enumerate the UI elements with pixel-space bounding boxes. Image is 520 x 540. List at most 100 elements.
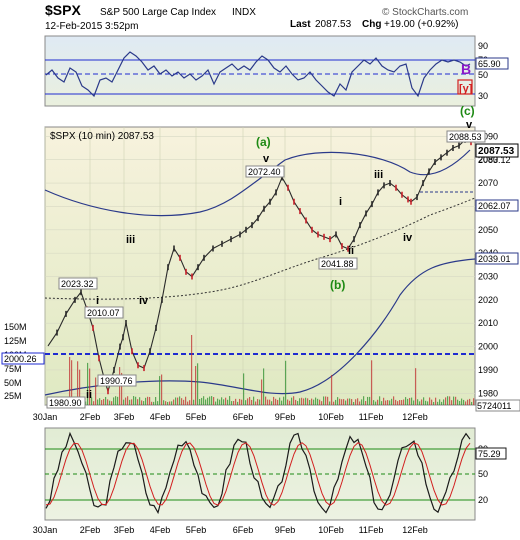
volume-bar [191,335,193,405]
volume-bar [369,396,371,405]
volume-bar [255,401,257,405]
volume-bar [251,399,253,405]
volume-bar [201,397,203,405]
volume-bar [469,398,471,405]
upper-osc-tick-50: 50 [478,70,488,80]
lower-osc-tick-20: 20 [478,495,488,505]
volume-bar [453,396,455,405]
volume-bar [259,399,261,405]
volume-bar [233,400,235,405]
price-label-2039: 2039.01 [478,254,511,264]
x-tick-label-bottom: 30Jan [33,525,58,535]
x-tick-label-bottom: 4Feb [150,525,171,535]
volume-bar [117,396,119,405]
volume-bar [421,399,423,405]
volume-bar [447,396,449,405]
upper-osc-tick-90: 90 [478,41,488,51]
volume-bar [133,396,135,405]
volume-bar [305,397,307,405]
price-label-2039-box [475,252,519,265]
volume-bar [231,401,233,405]
volume-bar [227,399,229,405]
volume-bar [339,398,341,405]
wave-label-a: (a) [256,135,271,149]
moving-average-middle [44,197,476,300]
wave-label-ii-right: ii [348,245,354,257]
x-tick-label: 3Feb [114,412,135,422]
index-name: S&P 500 Large Cap Index [100,7,216,18]
volume-bar [125,397,127,405]
lower-osc-value: 75.29 [478,449,501,459]
x-tick-label: 30Jan [33,412,58,422]
volume-bar [111,401,113,405]
volume-bar [199,399,201,405]
volume-bar [317,398,319,405]
volume-bar [313,399,315,405]
volume-bar [295,399,297,405]
price-tick-label: 2080 [478,155,498,165]
volume-tick-50M: 50M [4,378,22,388]
volume-bar [77,361,79,405]
volume-bar [213,397,215,405]
x-tick-label: 5Feb [186,412,207,422]
volume-bar [143,401,145,405]
volume-bar [149,397,151,405]
volume-bar [289,400,291,405]
volume-bar [471,401,473,405]
wave-label-iv-right: iv [403,232,413,244]
volume-bar [389,400,391,405]
x-tick-label: 6Feb [233,412,254,422]
price-label-2072-box [245,165,285,178]
volume-bar [423,397,425,405]
volume-bar [315,397,317,405]
volume-bar [335,399,337,405]
wave-label-ii-left: ii [86,389,92,401]
volume-bar [279,397,281,405]
volume-bar [349,398,351,405]
volume-bar [135,396,137,405]
volume-bar [165,401,167,405]
volume-bar [89,368,91,405]
volume-bar [113,397,115,405]
price-label-2062-box [475,199,519,212]
x-tick-label-bottom: 12Feb [402,525,428,535]
volume-bar [121,372,123,405]
volume-bar [337,397,339,405]
upper-osc-value: 65.90 [478,59,501,69]
wave-label-iii-left: iii [126,234,135,246]
volume-bar [271,401,273,405]
volume-bar [343,399,345,405]
volume-bar [145,397,147,405]
volume-bar [95,377,97,405]
exchange-label: INDX [232,7,256,18]
price-label-2062: 2062.07 [478,201,511,211]
volume-bar [87,362,89,405]
volume-bar [273,396,275,405]
x-tick-label: 12Feb [402,412,428,422]
volume-bar [397,401,399,405]
datetime-label: 12-Feb-2015 3:52pm [45,21,138,32]
volume-bar [429,397,431,405]
upper-osc-line [45,51,471,98]
wave-label-i-left: i [96,295,99,307]
volume-bar [431,399,433,405]
price-label-last: 2087.53 [478,146,515,157]
volume-bar [253,396,255,405]
upper-oscillator-panel [44,35,476,107]
volume-bar [395,399,397,405]
price-label-2088-box [446,130,486,143]
volume-bar [387,400,389,405]
volume-bar [71,360,73,405]
wave-label-b: (b) [330,278,345,292]
lower-osc-line [45,431,471,515]
volume-bar [219,399,221,405]
volume-bar [203,396,205,405]
last-value: 2087.53 [315,19,352,30]
volume-bar [445,397,447,405]
volume-bar [417,399,419,405]
wave-label-y: [y] [459,83,473,95]
volume-bar [407,398,409,405]
volume-bar [351,399,353,405]
volume-bar [293,396,295,405]
volume-bar [415,368,417,405]
